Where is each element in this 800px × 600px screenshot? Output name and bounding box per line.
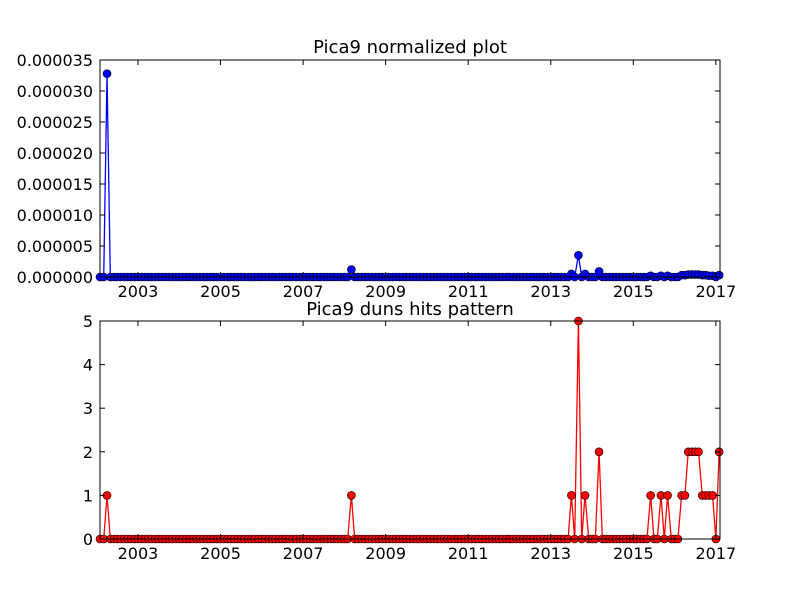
top-y-tick-label-6: 0.000030 xyxy=(17,82,93,101)
top-x-tick-label-4: 2011 xyxy=(448,282,489,301)
bottom-chart-title: Pica9 duns hits pattern xyxy=(306,299,514,320)
bottom-data-point-165 xyxy=(663,491,672,500)
top-x-tick-label-2: 2007 xyxy=(283,282,324,301)
top-x-tick-label-5: 2013 xyxy=(530,282,571,301)
bottom-data-point-73 xyxy=(347,491,356,500)
bottom-x-tick-label-5: 2013 xyxy=(530,544,571,563)
bottom-data-point-141 xyxy=(580,491,590,500)
top-x-tick-label-6: 2015 xyxy=(613,282,654,301)
top-data-point-73 xyxy=(347,265,356,274)
top-x-tick-label-0: 2003 xyxy=(118,282,159,301)
bottom-x-tick-label-4: 2011 xyxy=(448,544,489,563)
bottom-chart: 2003 2005 2007 2009 2011 2013 2015 2017 0 1 2 3 4 5 xyxy=(83,312,736,563)
bottom-data-point-174 xyxy=(694,447,703,457)
bottom-data-point-137 xyxy=(567,491,576,500)
bottom-data-point-145 xyxy=(594,447,604,457)
top-plot-frame xyxy=(99,59,721,278)
top-y-tick-label-1: 0.000005 xyxy=(17,237,93,256)
bottom-y-tick-label-2: 2 xyxy=(83,443,93,462)
bottom-x-tick-label-7: 2017 xyxy=(696,544,737,563)
top-y-tick-label-5: 0.000025 xyxy=(17,113,93,132)
bottom-y-tick-label-4: 4 xyxy=(83,356,93,375)
top-series-line xyxy=(100,73,720,279)
top-data-point-139 xyxy=(574,251,583,260)
bottom-x-tick-label-6: 2015 xyxy=(613,544,654,563)
top-data-point-2 xyxy=(102,69,112,78)
bottom-x-tick-label-2: 2007 xyxy=(283,544,324,563)
bottom-y-tick-label-5: 5 xyxy=(83,312,93,331)
bottom-y-tick-label-3: 3 xyxy=(83,399,93,418)
top-x-tick-label-7: 2017 xyxy=(696,282,737,301)
bottom-x-tick-label-3: 2009 xyxy=(365,544,406,563)
top-y-tick-label-4: 0.000020 xyxy=(17,144,93,163)
top-y-tick-label-7: 0.000035 xyxy=(17,51,93,70)
bottom-data-point-170 xyxy=(680,491,690,500)
top-x-tick-label-1: 2005 xyxy=(200,282,241,301)
top-y-tick-label-0: 0.000000 xyxy=(17,268,93,287)
top-y-tick-label-3: 0.000015 xyxy=(17,175,93,194)
top-x-tick-label-3: 2009 xyxy=(365,282,406,301)
bottom-x-tick-label-1: 2005 xyxy=(200,544,241,563)
bottom-x-tick-label-0: 2003 xyxy=(118,544,159,563)
top-chart-title: Pica9 normalized plot xyxy=(313,37,507,58)
bottom-y-tick-label-1: 1 xyxy=(83,486,93,505)
top-y-tick-label-2: 0.000010 xyxy=(17,206,93,225)
bottom-series-line xyxy=(100,320,720,540)
bottom-data-point-160 xyxy=(646,491,655,500)
bottom-plot-frame xyxy=(99,320,721,540)
top-chart: 2003 2005 2007 2009 2011 2013 2015 2017 0.000000… xyxy=(17,51,737,301)
bottom-y-tick-label-0: 0 xyxy=(83,530,93,549)
